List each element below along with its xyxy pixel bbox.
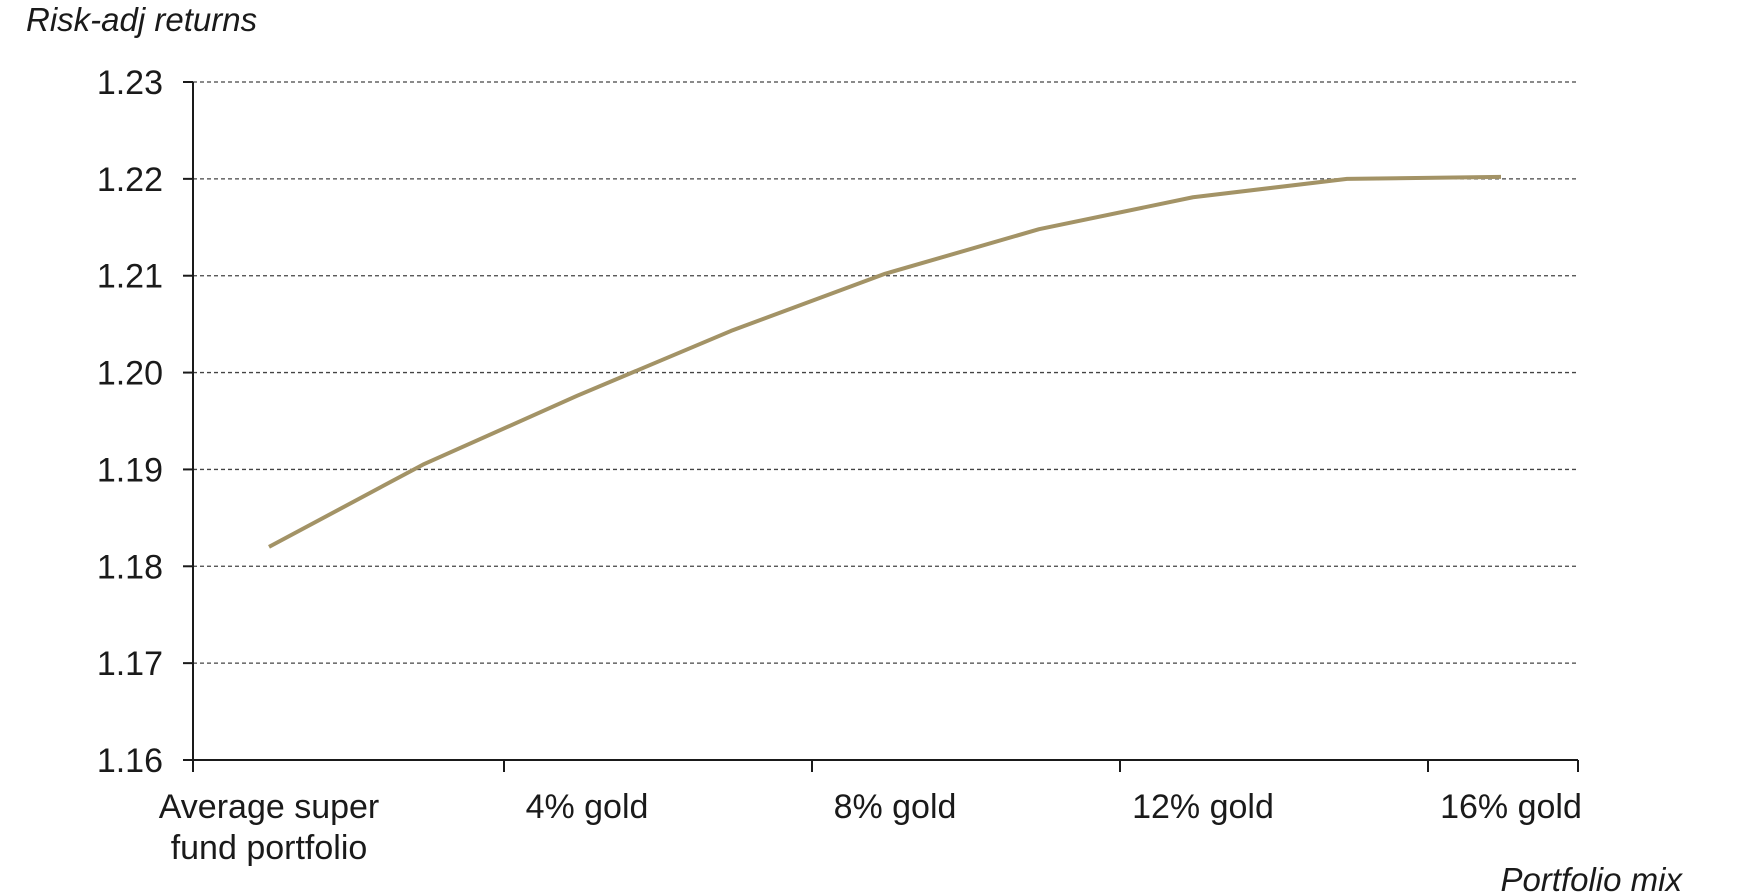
series-line-0 <box>268 174 1502 549</box>
y-tick-label: 1.17 <box>97 645 163 683</box>
y-axis-title: Risk-adj returns <box>26 1 257 38</box>
x-tick-labels: Average super fund portfolio 4% gold 8% gol… <box>159 788 1582 867</box>
x-tick-label: 12% gold <box>1132 788 1274 826</box>
x-tick-label: 8% gold <box>834 788 957 826</box>
series <box>268 174 1502 549</box>
y-tick-label: 1.23 <box>97 64 163 102</box>
y-tick-labels: 1.16 1.17 1.18 1.19 1.20 1.21 1.22 1.23 <box>97 64 163 780</box>
gridlines <box>183 81 1579 772</box>
y-tick-label: 1.19 <box>97 451 163 489</box>
axes <box>192 82 1578 761</box>
y-tick-label: 1.22 <box>97 161 163 199</box>
y-tick-label: 1.18 <box>97 548 163 586</box>
x-axis-title: Portfolio mix <box>1500 861 1683 895</box>
y-tick-label: 1.21 <box>97 258 163 296</box>
x-tick-label: Average super fund portfolio <box>159 788 380 867</box>
x-tick-label: 4% gold <box>526 788 649 826</box>
x-tick-label: 16% gold <box>1440 788 1582 826</box>
y-tick-label: 1.16 <box>97 742 163 780</box>
y-tick-label: 1.20 <box>97 355 163 393</box>
